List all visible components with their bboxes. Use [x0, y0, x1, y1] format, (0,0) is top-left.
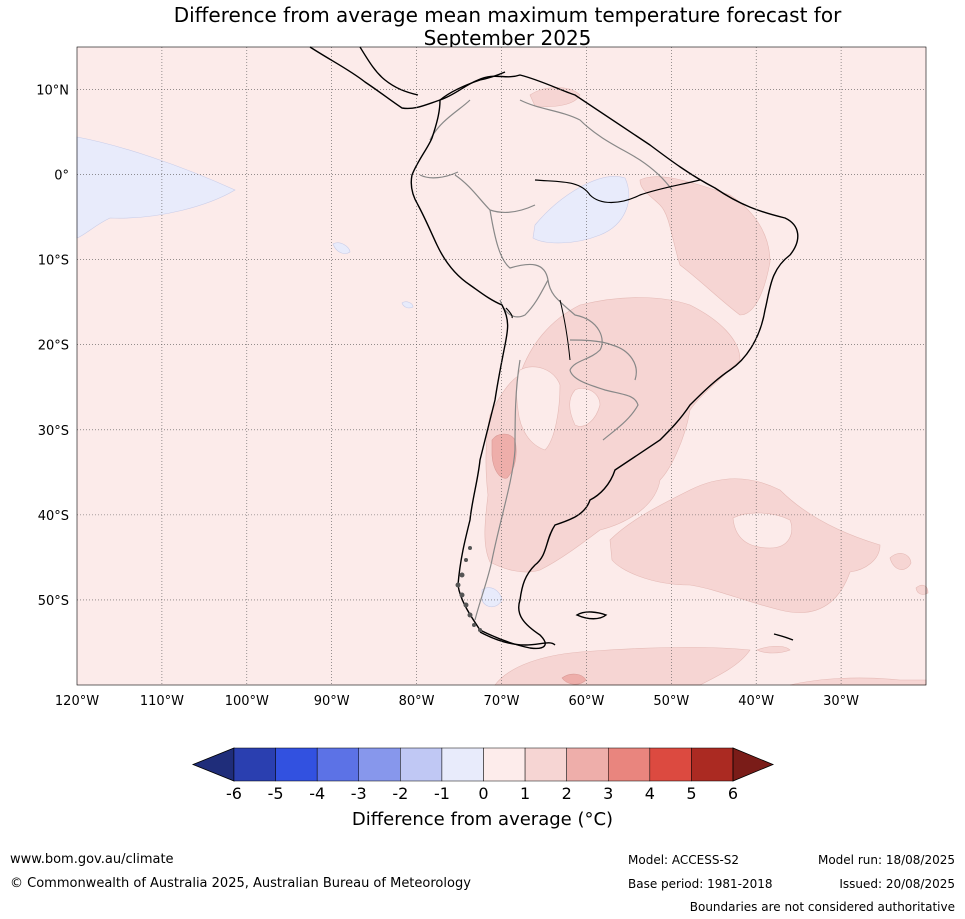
- inner-near-average-2: [516, 366, 561, 451]
- colorbar-tick-labels: -6 -5 -4 -3 -2 -1 0 1 2 3 4 5 6: [226, 784, 738, 803]
- lon-label: 30°W: [823, 694, 859, 709]
- map-frame: [76, 46, 927, 686]
- colorbar-segment: [441, 747, 484, 782]
- colorbar-segment: [400, 747, 443, 782]
- colorbar-tick: -6: [226, 784, 242, 803]
- lat-label: 40°S: [38, 509, 69, 524]
- lon-label: 90°W: [314, 694, 350, 709]
- colorbar-tick: -1: [434, 784, 450, 803]
- colorbar-tick: -3: [351, 784, 367, 803]
- warm-anomaly-southern-ocean-east: [756, 645, 791, 654]
- colorbar-segment: [275, 747, 318, 782]
- colorbar-tick: -5: [268, 784, 284, 803]
- river-parana: [559, 299, 571, 361]
- warm-anomaly-south-atlantic: [609, 478, 881, 613]
- colorbar-label: Difference from average (°C): [351, 809, 614, 830]
- country-borders: [419, 99, 673, 621]
- lon-label: 100°W: [225, 694, 269, 709]
- colorbar-tick: 6: [728, 784, 738, 803]
- colorbar-tick: 2: [562, 784, 572, 803]
- colorbar-segment: [316, 747, 359, 782]
- colorbar-segment: [649, 747, 692, 782]
- warm-anomaly-andes: [491, 433, 517, 479]
- south-georgia: [773, 633, 794, 641]
- lat-label: 30°S: [38, 424, 69, 439]
- footer-model-run: Model run: 18/08/2025: [817, 853, 955, 867]
- lat-label: 0°: [54, 169, 69, 184]
- river-amazon: [534, 179, 701, 204]
- colorbar-segment: [483, 747, 526, 782]
- inner-near-average-1: [569, 388, 601, 427]
- footer-base-period: Base period: 1981-2018: [628, 877, 773, 891]
- cool-anomaly-amazon: [532, 176, 630, 244]
- title-line-2: September 2025: [423, 26, 592, 50]
- gridlines: [77, 47, 926, 685]
- falkland-islands: [575, 611, 608, 620]
- cool-anomaly-islet-1: [332, 242, 351, 254]
- lake-titicaca: [505, 307, 513, 319]
- colorbar: [191, 747, 775, 782]
- footer-website[interactable]: www.bom.gov.au/climate: [10, 852, 174, 867]
- coastlines: [309, 46, 799, 650]
- colorbar-segment: [233, 747, 276, 782]
- cool-anomaly-patagonia: [481, 587, 503, 608]
- colorbar-extend-high: [732, 747, 775, 782]
- colorbar-tick: 5: [686, 784, 696, 803]
- warm-anomaly-far-east: [915, 584, 929, 595]
- lon-label: 110°W: [140, 694, 184, 709]
- colorbar-segment: [691, 747, 734, 782]
- colorbar-tick: -2: [392, 784, 408, 803]
- lon-label: 50°W: [653, 694, 689, 709]
- warm-anomaly-south-atlantic-east: [889, 553, 912, 570]
- lon-label: 40°W: [738, 694, 774, 709]
- chart-title: Difference from average mean maximum tem…: [0, 4, 965, 50]
- colorbar-extend-low: [191, 747, 235, 782]
- colorbar-segment: [608, 747, 651, 782]
- footer-copyright: © Commonwealth of Australia 2025, Austra…: [10, 876, 471, 891]
- forecast-anomaly-fills: [76, 87, 929, 686]
- warm-anomaly-southern-ocean-spot: [561, 673, 587, 685]
- lat-label: 10°S: [38, 254, 69, 269]
- lon-label: 80°W: [399, 694, 435, 709]
- lat-tick-labels: 10°N 0° 10°S 20°S 30°S 40°S 50°S: [36, 84, 69, 609]
- south-america-coast: [410, 74, 799, 650]
- lat-label: 10°N: [36, 84, 69, 99]
- title-line-1: Difference from average mean maximum tem…: [173, 3, 842, 27]
- warm-anomaly-northeast-brazil: [639, 176, 771, 316]
- warm-anomaly-far-south-east: [789, 677, 927, 686]
- footer-model: Model: ACCESS-S2: [628, 853, 740, 867]
- lon-label: 120°W: [55, 694, 99, 709]
- footer-issued: Issued: 20/08/2025: [839, 877, 955, 891]
- lat-label: 20°S: [38, 339, 69, 354]
- colorbar-tick: 1: [520, 784, 530, 803]
- lon-label: 70°W: [484, 694, 520, 709]
- warm-anomaly-southern-ocean: [494, 647, 751, 686]
- colorbar-tick: 3: [603, 784, 613, 803]
- inner-near-average-3: [732, 512, 793, 549]
- lat-label: 50°S: [38, 594, 69, 609]
- colorbar-tick: -4: [309, 784, 325, 803]
- central-america-coast-north: [359, 46, 419, 96]
- tierra-del-fuego: [479, 631, 556, 646]
- cool-anomaly-islet-2: [401, 301, 414, 309]
- colorbar-segment: [566, 747, 609, 782]
- lon-label: 60°W: [568, 694, 604, 709]
- colorbar-segment: [358, 747, 401, 782]
- colorbar-segment: [524, 747, 567, 782]
- cool-anomaly-pacific: [76, 136, 236, 239]
- central-america-coast: [309, 46, 506, 110]
- lon-tick-labels: 120°W 110°W 100°W 90°W 80°W 70°W 60°W 50°W 40°W 3…: [55, 694, 859, 709]
- warm-anomaly-central-south: [484, 297, 741, 573]
- colorbar-tick: 0: [478, 784, 488, 803]
- archipelago-chile: [455, 546, 482, 632]
- colorbar-tick: 4: [645, 784, 655, 803]
- footer-disclaimer: Boundaries are not considered authoritat…: [689, 900, 955, 914]
